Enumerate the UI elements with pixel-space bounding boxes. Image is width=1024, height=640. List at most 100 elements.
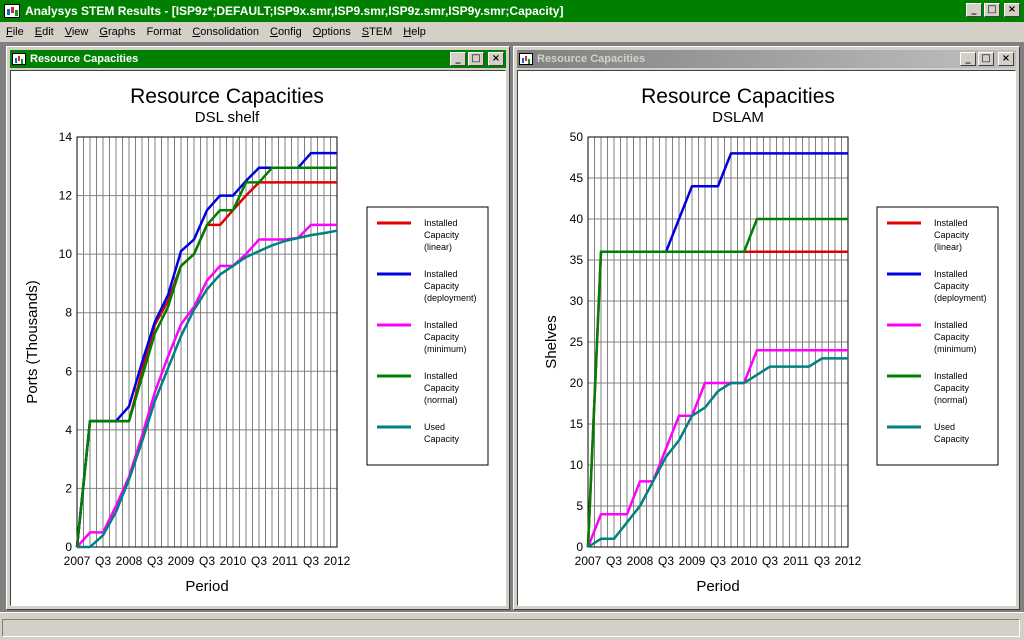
legend-label: Capacity: [424, 332, 460, 342]
y-tick-label: 0: [65, 540, 72, 554]
x-tick-label: Q3: [303, 554, 319, 568]
legend-label: Capacity: [934, 230, 970, 240]
chart-title: Resource Capacities: [641, 85, 835, 108]
menu-bar: File Edit View Graphs Format Consolidati…: [0, 22, 1024, 42]
legend-label: Installed: [934, 371, 968, 381]
menu-options[interactable]: Options: [312, 26, 351, 38]
chart-window-title-bar[interactable]: Resource Capacities _ □ ×: [517, 50, 1016, 68]
legend-label: Installed: [424, 320, 458, 330]
x-tick-label: Q3: [658, 554, 674, 568]
plot-frame: [76, 136, 338, 548]
chart-title: Resource Capacities: [130, 85, 324, 108]
x-tick-label: 2012: [324, 554, 351, 568]
x-tick-label: Q3: [710, 554, 726, 568]
series-line-deployment: [664, 152, 848, 253]
y-tick-label: 10: [570, 458, 584, 472]
menu-format[interactable]: Format: [146, 26, 182, 38]
chart-window-title-bar[interactable]: Resource Capacities _ □ ×: [10, 50, 506, 68]
legend-label: Capacity: [424, 383, 460, 393]
menu-edit[interactable]: Edit: [34, 26, 54, 38]
menu-graphs[interactable]: Graphs: [99, 26, 136, 38]
y-tick-label: 6: [65, 364, 72, 378]
x-tick-label: 2012: [835, 554, 862, 568]
menu-consolidation[interactable]: Consolidation: [192, 26, 259, 38]
x-tick-label: 2007: [575, 554, 602, 568]
chart-doc-icon[interactable]: [12, 53, 26, 65]
series-line-normal: [75, 166, 337, 548]
x-tick-label: 2007: [64, 554, 91, 568]
legend-label: Used: [934, 422, 955, 432]
chart-legend: Installed Capacity (linear) Installed Capaci…: [366, 206, 489, 466]
x-axis-label: Period: [696, 578, 739, 595]
chart-grid: [76, 136, 338, 548]
chart-window-title: Resource Capacities: [30, 53, 139, 65]
chart-app-icon[interactable]: [4, 4, 20, 18]
close-button[interactable]: ×: [1004, 3, 1020, 17]
menu-file[interactable]: File: [6, 26, 24, 38]
status-panel: [2, 619, 1020, 637]
menu-stem[interactable]: STEM: [361, 26, 393, 38]
menu-config[interactable]: Config: [269, 26, 302, 38]
legend-label: Capacity: [934, 281, 970, 291]
y-tick-label: 12: [59, 189, 73, 203]
x-tick-label: Q3: [762, 554, 778, 568]
plot-frame: [587, 136, 849, 548]
chart-legend: Installed Capacity (linear) Installed Capaci…: [876, 206, 999, 466]
menu-view[interactable]: View: [64, 26, 89, 38]
series-line-used: [77, 229, 338, 549]
window-controls: _ □ ×: [966, 3, 1020, 17]
legend-label: Installed: [934, 320, 968, 330]
chart-maximize-button[interactable]: □: [978, 52, 994, 66]
chart-close-button[interactable]: ×: [998, 52, 1014, 66]
legend-label: (normal): [934, 395, 968, 405]
x-tick-label: Q3: [814, 554, 830, 568]
chart-maximize-button[interactable]: □: [468, 52, 484, 66]
series-line-used: [587, 357, 848, 549]
x-tick-label: Q3: [95, 554, 111, 568]
chart-doc-icon[interactable]: [519, 53, 533, 65]
title-bar[interactable]: Analysys STEM Results - [ISP9z*;DEFAULT;…: [0, 0, 1024, 22]
status-bar: [0, 612, 1024, 640]
y-tick-label: 5: [576, 499, 583, 513]
y-tick-label: 0: [576, 540, 583, 554]
chart-subtitle: DSLAM: [712, 109, 764, 126]
chart-close-button[interactable]: ×: [488, 52, 504, 66]
window-title: Analysys STEM Results - [ISP9z*;DEFAULT;…: [25, 4, 564, 18]
y-tick-label: 10: [59, 247, 73, 261]
x-tick-label: Q3: [606, 554, 622, 568]
y-tick-label: 4: [65, 423, 72, 437]
series-line-minimum: [586, 348, 848, 548]
chart-window-controls: _ □ ×: [450, 52, 504, 66]
x-tick-label: Q3: [147, 554, 163, 568]
chart-window-dslam[interactable]: Resource Capacities _ □ × Resource Capac…: [513, 46, 1020, 610]
legend-label: Capacity: [934, 383, 970, 393]
y-tick-label: 30: [570, 294, 584, 308]
y-tick-label: 50: [570, 130, 584, 144]
legend-label: Installed: [424, 218, 458, 228]
y-tick-label: 35: [570, 253, 584, 267]
y-tick-label: 2: [65, 481, 72, 495]
x-tick-label: 2010: [220, 554, 247, 568]
legend-label: Capacity: [934, 332, 970, 342]
legend-label: (deployment): [934, 293, 987, 303]
y-tick-label: 25: [570, 335, 584, 349]
chart-minimize-button[interactable]: _: [450, 52, 466, 66]
legend-label: (linear): [934, 242, 962, 252]
maximize-button[interactable]: □: [984, 3, 1000, 17]
y-tick-label: 14: [59, 130, 73, 144]
legend-label: (deployment): [424, 293, 477, 303]
x-tick-label: 2008: [627, 554, 654, 568]
chart-minimize-button[interactable]: _: [960, 52, 976, 66]
x-tick-label: 2009: [679, 554, 706, 568]
minimize-button[interactable]: _: [966, 3, 982, 17]
legend-label: (minimum): [934, 344, 977, 354]
legend-box: [366, 206, 489, 466]
x-tick-label: 2011: [272, 554, 298, 568]
x-tick-label: Q3: [199, 554, 215, 568]
legend-label: Capacity: [424, 434, 460, 444]
series-line-normal: [586, 217, 848, 548]
chart-window-dsl-shelf[interactable]: Resource Capacities _ □ × Resource Capac…: [6, 46, 510, 610]
chart-area: Resource Capacities DSL shelf 0 2 4 6 8 10 12 14 2…: [10, 70, 506, 606]
legend-label: Installed: [424, 371, 458, 381]
menu-help[interactable]: Help: [403, 26, 426, 38]
